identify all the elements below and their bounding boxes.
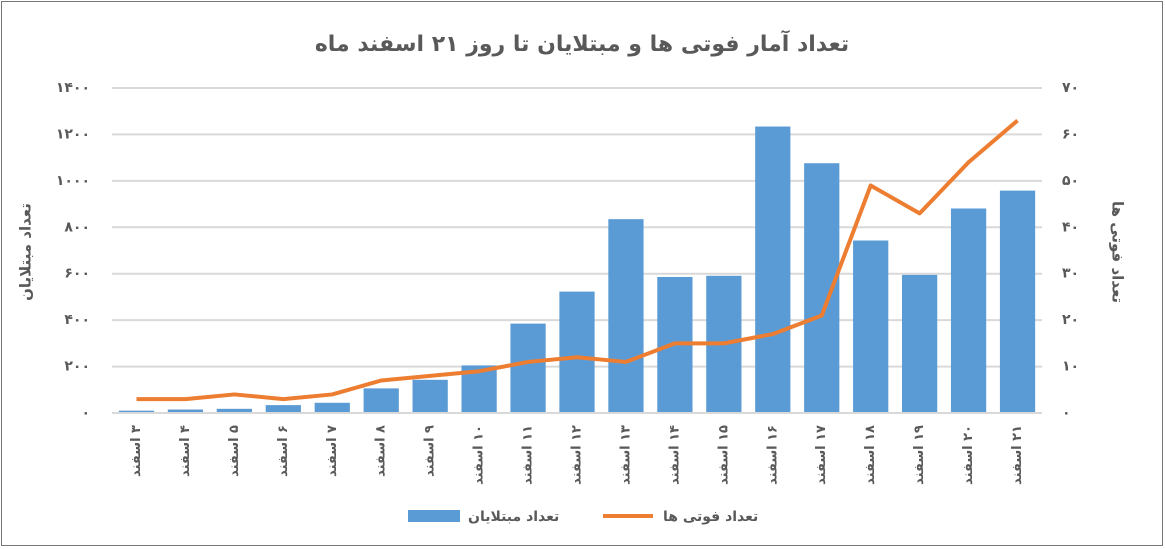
bar (902, 274, 938, 413)
y2-tick-label: ۴۰ (1062, 219, 1079, 235)
x-tick-label: ۱۱ اسفند (521, 425, 536, 485)
x-tick-label: ۱۳ اسفند (618, 425, 633, 485)
bar (265, 405, 301, 413)
y-tick-label: ۲۰۰ (64, 359, 90, 375)
y2-tick-label: ۱۰ (1062, 359, 1079, 375)
bar (853, 240, 889, 413)
legend-label: تعداد فوتی ها (663, 509, 758, 525)
y-tick-label: ۱۲۰۰ (56, 126, 90, 142)
bar (216, 408, 252, 413)
x-tick-label: ۱۸ اسفند (863, 425, 878, 485)
x-tick-label: ۵ اسفند (227, 425, 242, 477)
x-tick-label: ۱۲ اسفند (570, 425, 585, 485)
bar (950, 208, 987, 413)
y2-tick-label: ۰ (1062, 405, 1071, 421)
y2-tick-label: ۵۰ (1062, 173, 1079, 189)
x-tick-label: ۸ اسفند (374, 425, 389, 477)
bar (510, 323, 546, 413)
bar (363, 388, 399, 413)
y-tick-label: ۱۴۰۰ (56, 80, 90, 96)
bar (118, 410, 155, 413)
legend-label: تعداد مبتلایان (468, 509, 559, 525)
y2-tick-label: ۶۰ (1062, 126, 1079, 142)
y2-axis-title: تعداد فوتی ها (1109, 201, 1127, 303)
bar (608, 219, 644, 413)
y-tick-label: ۴۰۰ (64, 312, 90, 328)
y2-tick-label: ۲۰ (1062, 312, 1079, 328)
x-tick-label: ۱۷ اسفند (814, 425, 829, 485)
bar (167, 409, 204, 413)
y-tick-label: ۱۰۰۰ (56, 173, 90, 189)
y2-tick-label: ۷۰ (1062, 80, 1079, 96)
y-tick-label: ۰ (81, 405, 90, 421)
legend-swatch (408, 510, 460, 522)
bar (999, 190, 1036, 413)
y-axis-title: تعداد مبتلایان (17, 203, 35, 301)
bar (412, 379, 448, 413)
chart-title: تعداد آمار فوتی ها و مبتلایان تا روز ۲۱ … (315, 29, 849, 57)
line (136, 118, 1019, 402)
x-tick-label: ۳ اسفند (129, 425, 144, 477)
x-tick-label: ۷ اسفند (325, 425, 340, 477)
x-tick-label: ۹ اسفند (423, 425, 438, 477)
y2-tick-label: ۳۰ (1062, 266, 1079, 282)
x-tick-label: ۲۰ اسفند (961, 425, 976, 485)
x-tick-label: ۱۹ اسفند (912, 425, 927, 485)
bar (559, 291, 595, 413)
y-tick-label: ۶۰۰ (64, 266, 90, 282)
x-tick-label: ۶ اسفند (276, 425, 291, 477)
x-tick-label: ۱۰ اسفند (472, 425, 487, 485)
x-tick-label: ۱۵ اسفند (716, 425, 731, 485)
x-tick-label: ۲۱ اسفند (1010, 425, 1025, 485)
x-tick-label: ۱۴ اسفند (667, 425, 682, 485)
y-tick-label: ۸۰۰ (64, 219, 90, 235)
x-tick-label: ۱۶ اسفند (765, 425, 780, 485)
bar (314, 402, 350, 413)
x-tick-label: ۴ اسفند (178, 425, 193, 477)
bar (755, 126, 791, 414)
